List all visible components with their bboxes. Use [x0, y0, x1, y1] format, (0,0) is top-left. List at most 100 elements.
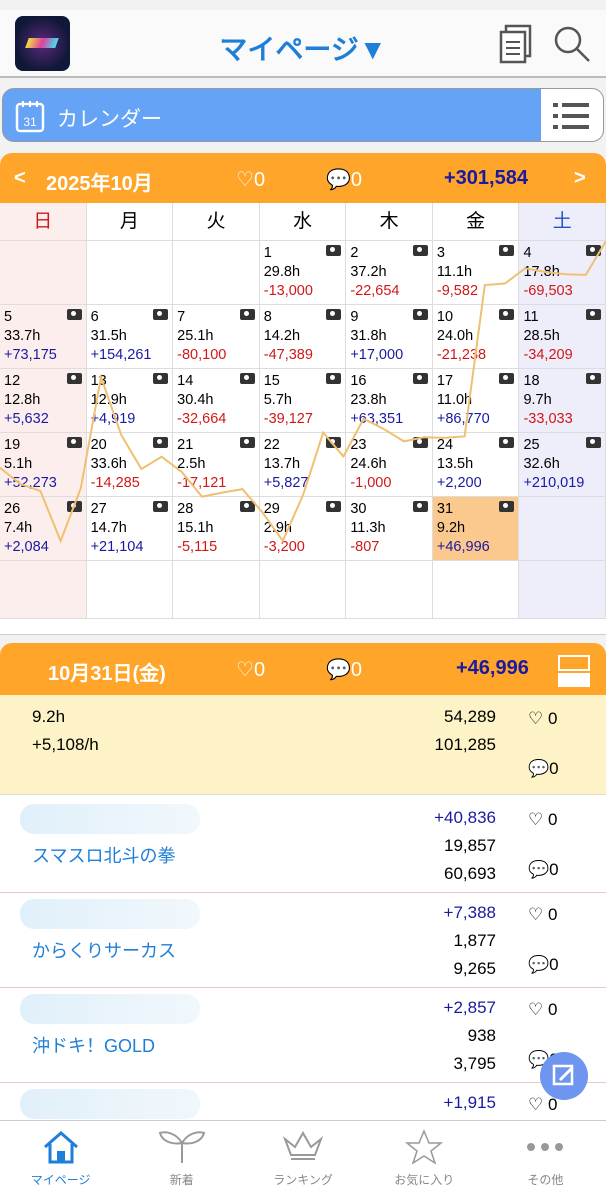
camera-icon[interactable] [499, 501, 515, 512]
calendar-day[interactable]: 13 12.9h +4,919 [87, 369, 174, 432]
camera-icon[interactable] [499, 373, 515, 384]
entry-comments[interactable]: 💬0 [528, 860, 559, 879]
camera-icon[interactable] [326, 309, 342, 320]
app-logo[interactable] [15, 16, 70, 71]
calendar-day[interactable]: 23 24.6h -1,000 [346, 433, 433, 496]
nav-new[interactable]: 新着 [121, 1121, 242, 1200]
calendar-day[interactable]: 4 17.8h -69,503 [519, 241, 606, 304]
calendar-day[interactable]: 26 7.4h +2,084 [0, 497, 87, 560]
camera-icon[interactable] [326, 373, 342, 384]
camera-icon[interactable] [326, 437, 342, 448]
camera-icon[interactable] [499, 309, 515, 320]
calendar-day[interactable]: 24 13.5h +2,200 [433, 433, 520, 496]
calendar-day[interactable]: 12 12.8h +5,632 [0, 369, 87, 432]
entry-likes[interactable]: ♡ 0 [528, 810, 558, 829]
camera-icon[interactable] [239, 309, 255, 320]
star-icon [405, 1129, 444, 1165]
camera-icon[interactable] [153, 501, 169, 512]
calendar-day[interactable]: 3 11.1h -9,582 [433, 241, 520, 304]
calendar-day[interactable]: 27 14.7h +21,104 [87, 497, 174, 560]
calendar-day[interactable]: 25 32.6h +210,019 [519, 433, 606, 496]
camera-icon[interactable] [326, 245, 342, 256]
camera-icon[interactable] [586, 309, 602, 320]
camera-icon[interactable] [586, 437, 602, 448]
camera-icon[interactable] [412, 309, 428, 320]
machine-entry[interactable]: +1,915 ♡ 0 [0, 1083, 606, 1123]
detail-comments[interactable]: 💬0 [528, 759, 559, 778]
next-month-button[interactable]: > [574, 167, 586, 189]
nav-mypage[interactable]: マイページ [0, 1121, 121, 1200]
camera-icon[interactable] [499, 437, 515, 448]
camera-icon[interactable] [153, 309, 169, 320]
camera-icon[interactable] [66, 309, 82, 320]
machine-entry[interactable]: スマスロ北斗の拳 +40,836 19,857 60,693 ♡ 0 💬0 [0, 798, 606, 893]
machine-name[interactable]: スマスロ北斗の拳 [32, 846, 176, 866]
camera-icon[interactable] [66, 501, 82, 512]
camera-icon[interactable] [412, 437, 428, 448]
camera-icon[interactable] [66, 437, 82, 448]
month-comments[interactable]: 💬0 [326, 169, 363, 191]
calendar-day[interactable]: 22 13.7h +5,827 [260, 433, 347, 496]
camera-icon[interactable] [66, 373, 82, 384]
entry-likes[interactable]: ♡ 0 [528, 1095, 558, 1114]
calendar-day[interactable]: 28 15.1h -5,115 [173, 497, 260, 560]
entry-likes[interactable]: ♡ 0 [528, 905, 558, 924]
calendar-day[interactable]: 15 5.7h -39,127 [260, 369, 347, 432]
camera-icon[interactable] [499, 245, 515, 256]
detail-likes[interactable]: ♡ 0 [528, 709, 558, 728]
machine-name[interactable]: からくりサーカス [32, 941, 176, 961]
entry-comments[interactable]: 💬0 [528, 955, 559, 974]
calendar-day[interactable]: 29 2.9h -3,200 [260, 497, 347, 560]
camera-icon[interactable] [586, 373, 602, 384]
calendar-day[interactable]: 5 33.7h +73,175 [0, 305, 87, 368]
camera-icon[interactable] [412, 245, 428, 256]
day-comments[interactable]: 💬0 [326, 659, 363, 681]
camera-icon[interactable] [153, 373, 169, 384]
calendar-day[interactable]: 9 31.8h +17,000 [346, 305, 433, 368]
camera-icon[interactable] [153, 437, 169, 448]
day-hours: 14.2h [263, 328, 301, 344]
calendar-day[interactable]: 21 2.5h -17,121 [173, 433, 260, 496]
month-likes[interactable]: ♡0 [236, 169, 266, 191]
day-summary[interactable]: 9.2h +5,108/h 54,289 101,285 ♡ 0 💬0 [0, 695, 606, 795]
calendar-day[interactable]: 20 33.6h -14,285 [87, 433, 174, 496]
calendar-bar[interactable]: 31 カレンダー [2, 88, 604, 142]
calendar-day[interactable]: 30 11.3h -807 [346, 497, 433, 560]
calendar-day[interactable]: 10 24.0h -21,238 [433, 305, 520, 368]
prev-month-button[interactable]: < [14, 167, 26, 189]
calendar-day[interactable]: 7 25.1h -80,100 [173, 305, 260, 368]
calendar-day[interactable]: 2 37.2h -22,654 [346, 241, 433, 304]
edit-button[interactable] [540, 1052, 588, 1100]
calendar-day[interactable]: 31 9.2h +46,996 [432, 497, 520, 560]
camera-icon[interactable] [412, 373, 428, 384]
calendar-day[interactable]: 1 29.8h -13,000 [260, 241, 347, 304]
calendar-day[interactable]: 17 11.0h +86,770 [433, 369, 520, 432]
camera-icon[interactable] [326, 501, 342, 512]
calendar-day[interactable]: 14 30.4h -32,664 [173, 369, 260, 432]
calendar-day[interactable]: 6 31.5h +154,261 [87, 305, 174, 368]
list-view-button[interactable] [541, 89, 603, 141]
entry-likes[interactable]: ♡ 0 [528, 1000, 558, 1019]
day-likes[interactable]: ♡0 [236, 659, 266, 681]
layout-toggle-icon[interactable] [558, 655, 590, 687]
camera-icon[interactable] [412, 501, 428, 512]
calendar-day[interactable]: 18 9.7h -33,033 [519, 369, 606, 432]
camera-icon[interactable] [586, 245, 602, 256]
calendar-day[interactable]: 11 28.5h -34,209 [519, 305, 606, 368]
camera-icon[interactable] [239, 501, 255, 512]
calendar-day[interactable]: 19 5.1h +52,273 [0, 433, 87, 496]
machine-name[interactable]: 沖ドキ！GOLD [32, 1036, 156, 1056]
calendar-day [0, 241, 87, 304]
calendar-day[interactable]: 8 14.2h -47,389 [260, 305, 347, 368]
camera-icon[interactable] [239, 437, 255, 448]
search-icon[interactable] [552, 24, 592, 64]
nav-more[interactable]: その他 [485, 1121, 606, 1200]
machine-entry[interactable]: からくりサーカス +7,388 1,877 9,265 ♡ 0 💬0 [0, 893, 606, 988]
nav-ranking[interactable]: ランキング [242, 1121, 363, 1200]
nav-favorites[interactable]: お気に入り [364, 1121, 485, 1200]
page-title[interactable]: マイページ▼ [219, 34, 387, 65]
document-icon[interactable] [498, 24, 534, 64]
camera-icon[interactable] [239, 373, 255, 384]
calendar-day[interactable]: 16 23.8h +63,351 [346, 369, 433, 432]
